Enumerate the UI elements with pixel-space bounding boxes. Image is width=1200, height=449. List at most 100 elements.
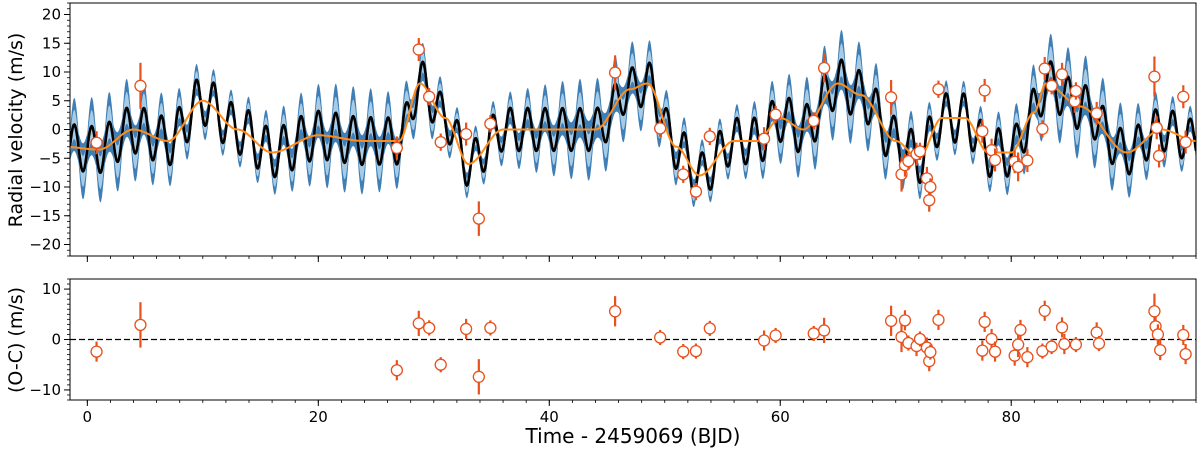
residual-point: [1092, 337, 1106, 350]
rv-point: [1148, 70, 1161, 83]
rv-point: [1179, 135, 1192, 149]
rv-point: [988, 153, 1002, 167]
residual-point: [1058, 337, 1071, 351]
rv-model-curves: [70, 30, 1196, 208]
rv-point: [884, 91, 898, 104]
residual-point: [924, 345, 937, 359]
rv-y-tick-label: −10: [29, 178, 61, 196]
rv-y-axis-ticks: −20 −15 −10 −5 0 5 10 15 20: [29, 2, 70, 257]
residual-point: [1154, 343, 1167, 357]
rv-point: [978, 84, 991, 97]
residual-point: [472, 370, 485, 383]
time-x-axis-label: Time - 2459069 (BJD): [525, 424, 741, 448]
residual-y-tick-label: 10: [42, 280, 61, 298]
rv-x-axis-ticks: [86, 256, 1197, 262]
residual-point: [434, 358, 447, 371]
residual-point: [484, 321, 497, 335]
rv-y-tick-label: −15: [29, 207, 61, 225]
residual-point: [807, 327, 820, 340]
residual-point: [1090, 326, 1103, 339]
residual-point: [1177, 328, 1190, 342]
rv-point: [1038, 62, 1051, 75]
rv-y-tick-label: 10: [42, 63, 61, 81]
time-x-tick-label: 60: [771, 408, 790, 426]
rv-point: [472, 212, 485, 225]
residual-point: [412, 317, 425, 330]
residual-point: [1021, 350, 1034, 364]
rv-panel: −20 −15 −10 −5 0 5 10 15 20 Radial velocity (m/s…: [5, 2, 1197, 262]
residual-point: [689, 344, 703, 358]
rv-y-tick-label: 0: [51, 121, 61, 139]
residual-point: [757, 334, 771, 347]
residual-point: [898, 314, 912, 327]
rv-y-tick-label: −5: [39, 149, 61, 167]
rv-point: [769, 108, 782, 121]
rv-point: [653, 122, 667, 135]
rv-point: [976, 125, 989, 138]
residual-point: [90, 345, 103, 358]
rv-point: [924, 180, 937, 194]
rv-point: [412, 43, 425, 56]
residual-point: [677, 345, 690, 358]
residual-point: [1011, 338, 1025, 351]
rv-point: [677, 168, 690, 181]
residual-point: [978, 315, 991, 329]
rv-point: [923, 194, 936, 207]
residual-y-axis-label: (O-C) (m/s): [5, 287, 27, 393]
residual-point: [390, 364, 403, 377]
rv-point: [902, 154, 915, 168]
residual-point: [608, 305, 622, 318]
residual-point: [769, 329, 782, 342]
rv-point: [817, 61, 831, 75]
residual-point: [817, 324, 831, 337]
residual-panel: −10 0 10 0 20 40 60 80 (O-C) (m/s) Time - 2459…: [5, 278, 1197, 448]
residual-point: [1038, 304, 1051, 317]
rv-y-tick-label: 20: [42, 6, 61, 24]
residual-point: [1069, 338, 1083, 351]
rv-data-points: [90, 38, 1192, 236]
rv-point: [757, 132, 771, 145]
time-x-tick-label: 80: [1002, 408, 1021, 426]
residual-data-points: [90, 293, 1192, 395]
residual-point: [459, 322, 473, 336]
residual-point: [1014, 323, 1027, 337]
residual-y-axis-ticks: −10 0 10: [29, 278, 70, 401]
residual-point: [988, 345, 1002, 358]
residual-point: [1055, 321, 1069, 334]
rv-point: [608, 66, 622, 79]
residual-x-axis-ticks: 0 20 40 60 80: [83, 400, 1197, 426]
residual-y-tick-label: −10: [29, 381, 61, 399]
rv-point: [434, 135, 447, 149]
rv-y-tick-label: −20: [29, 236, 61, 254]
residual-point: [134, 318, 147, 332]
model-mean-line: [70, 58, 1196, 195]
residual-point: [1179, 347, 1192, 361]
residual-point: [1045, 340, 1058, 353]
rv-point: [390, 141, 403, 155]
rv-y-tick-label: 15: [42, 34, 61, 52]
rv-y-tick-label: 5: [51, 92, 61, 110]
residual-point: [1148, 305, 1161, 318]
residual-point: [1151, 328, 1165, 341]
residual-point: [913, 332, 927, 346]
residual-point: [703, 322, 716, 335]
rv-point: [1150, 121, 1163, 134]
time-x-tick-label: 40: [540, 408, 559, 426]
rv-point: [1036, 122, 1049, 136]
rv-point: [807, 114, 820, 128]
rv-point: [1177, 90, 1190, 103]
rv-point: [484, 117, 497, 130]
residual-point: [932, 313, 945, 326]
rv-point: [1069, 84, 1083, 98]
rv-point: [1055, 68, 1069, 81]
rv-point: [1011, 160, 1025, 174]
model-inner-band: [70, 43, 1196, 201]
rv-point: [1152, 149, 1166, 163]
residual-point: [423, 321, 436, 335]
rv-point: [913, 145, 927, 158]
rv-point: [932, 83, 945, 96]
rv-point: [459, 127, 473, 141]
rv-point: [134, 79, 147, 92]
rv-point: [1068, 95, 1081, 108]
